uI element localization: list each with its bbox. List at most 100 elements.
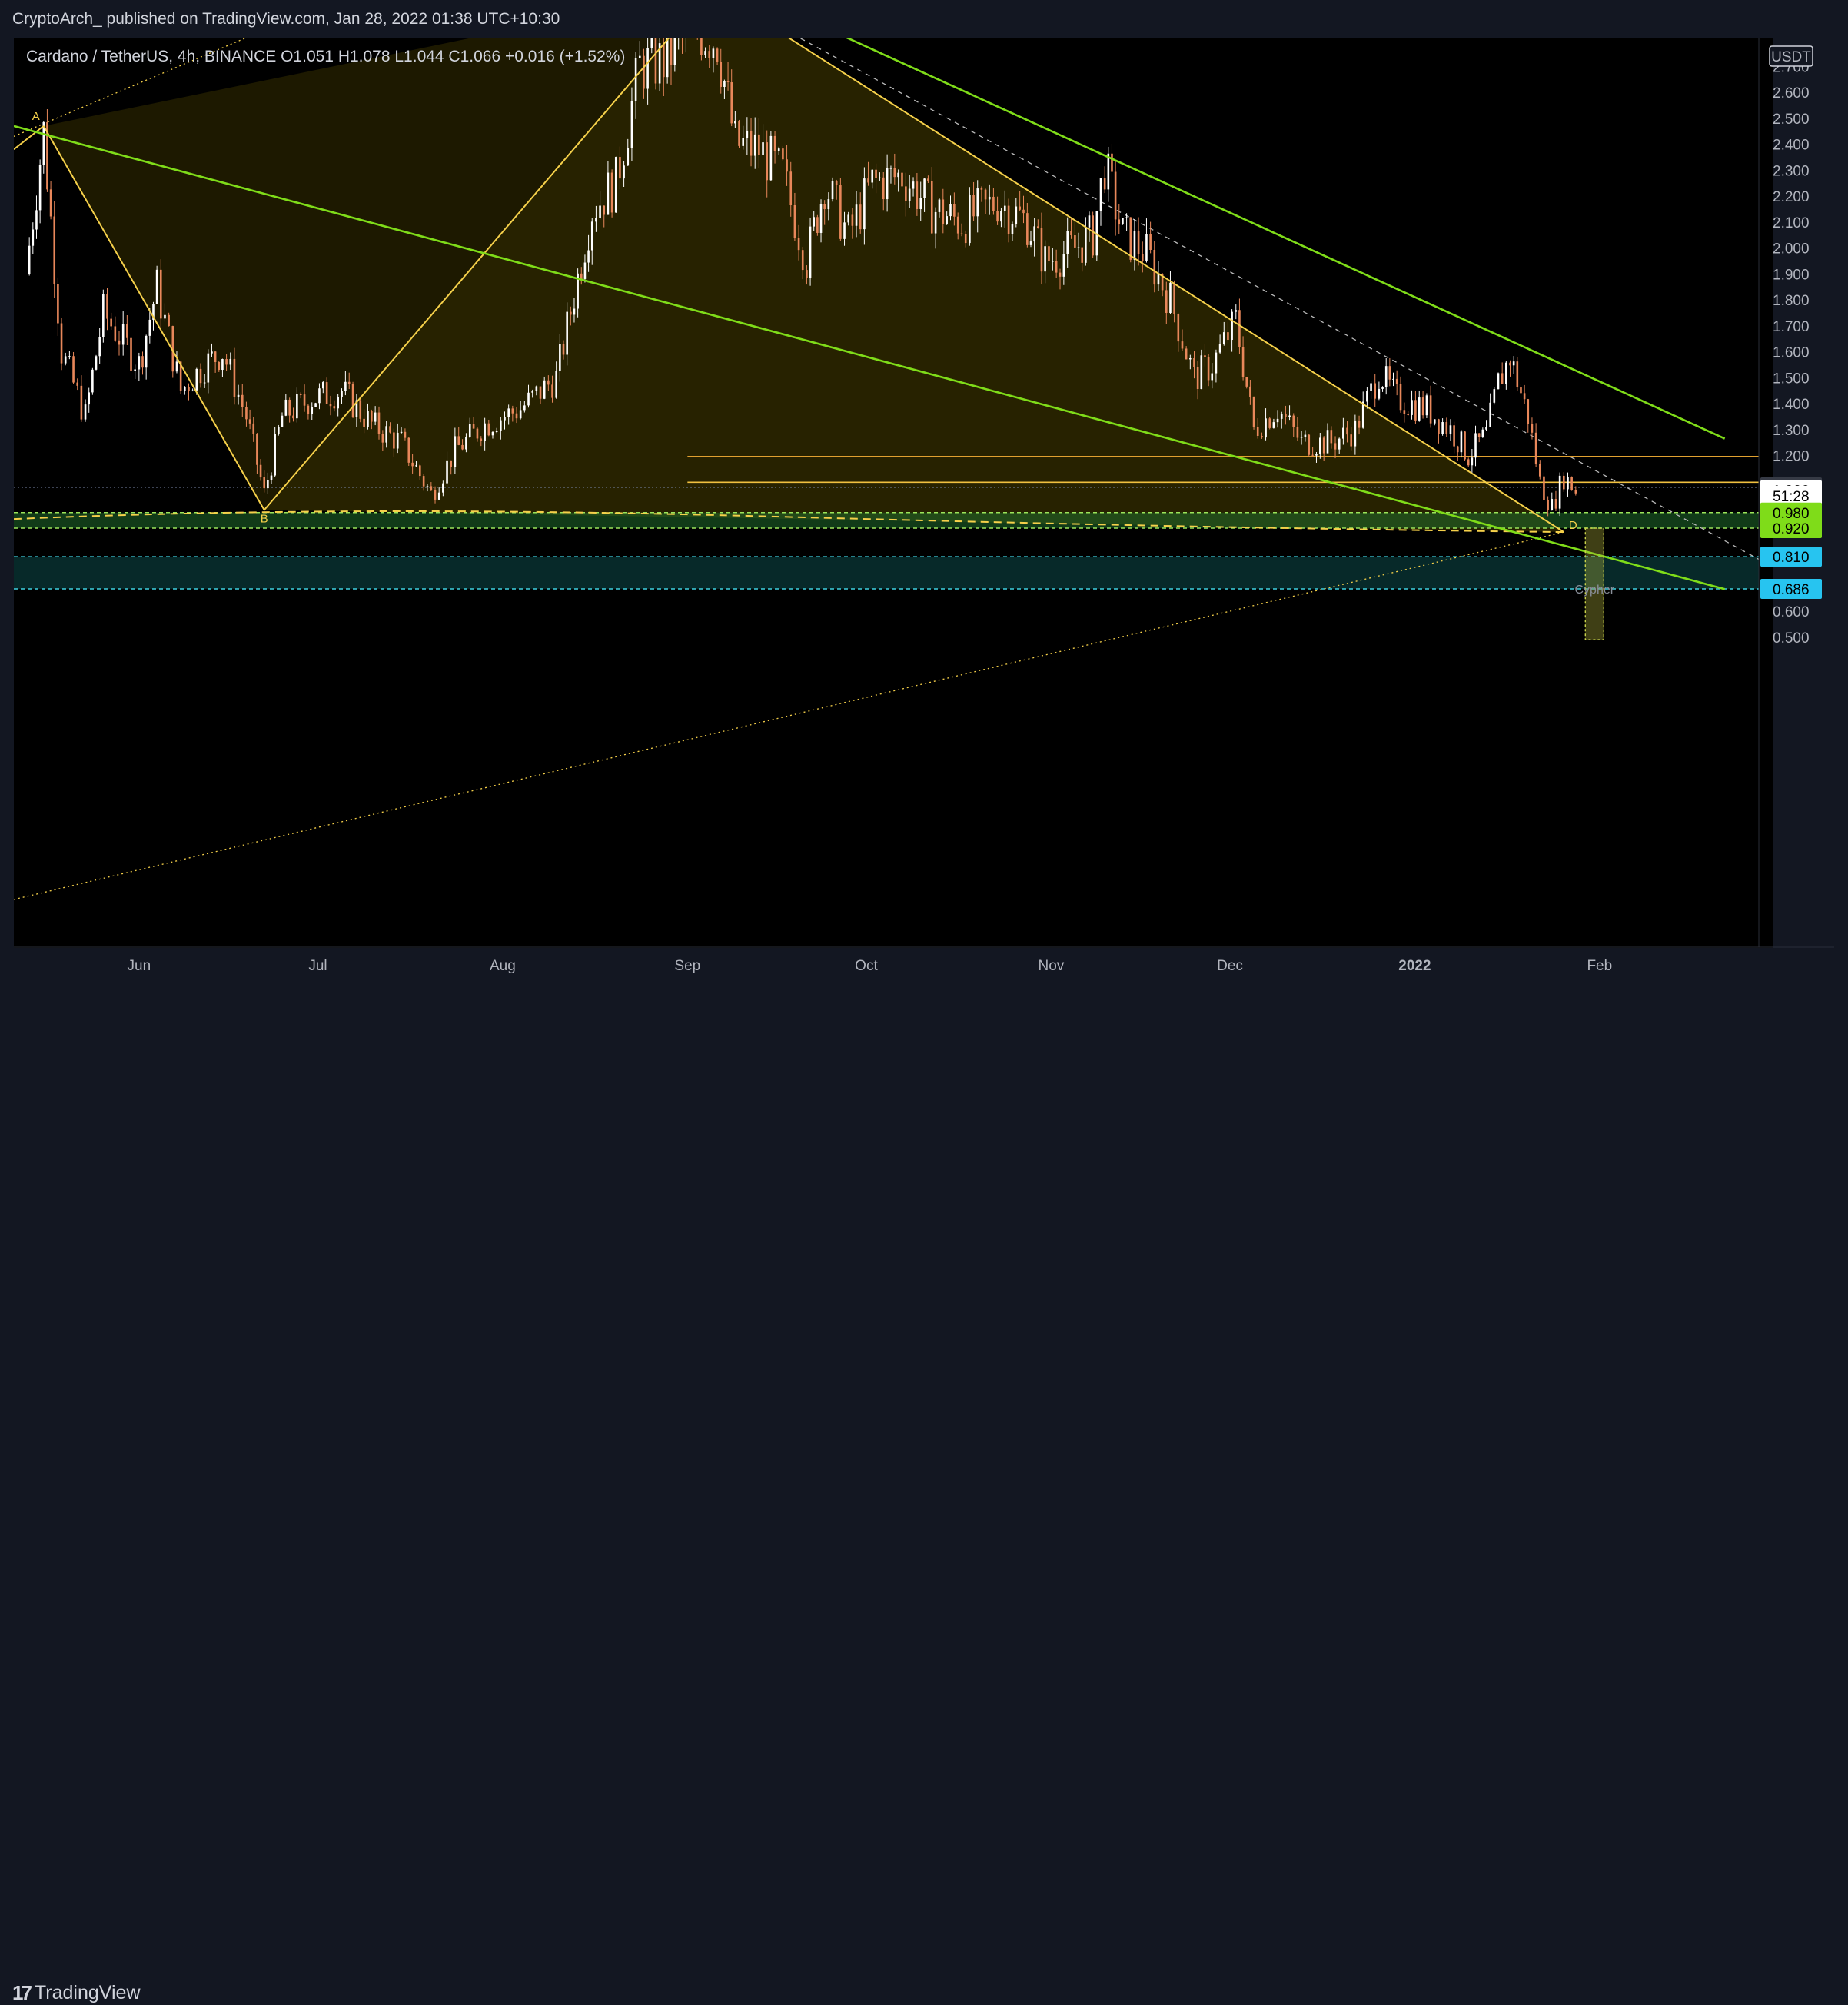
- candle-body: [207, 353, 210, 383]
- support-zone-0: [14, 512, 1759, 528]
- candle-body: [992, 196, 995, 211]
- price-tag-bg: [1760, 578, 1822, 599]
- candle-body: [404, 431, 407, 438]
- candle-body: [1516, 361, 1519, 388]
- candle-body: [487, 423, 490, 436]
- candle-body: [938, 199, 941, 212]
- candle-body: [539, 386, 542, 399]
- candle-body: [1092, 215, 1094, 256]
- candle-body: [610, 172, 613, 213]
- candle-body: [583, 262, 587, 279]
- candle-body: [515, 413, 518, 419]
- candle-body: [1322, 437, 1325, 454]
- candle-body: [555, 371, 558, 398]
- candle-body: [980, 188, 983, 190]
- candle-body: [855, 204, 858, 226]
- candle-body: [1433, 419, 1436, 424]
- candle-body: [1527, 399, 1530, 424]
- candle-body: [1547, 499, 1549, 510]
- candle-body: [786, 159, 788, 172]
- candle-body: [1449, 425, 1452, 434]
- candle-body: [1249, 386, 1251, 397]
- candle-body: [1438, 419, 1440, 434]
- candle-body: [1129, 217, 1132, 260]
- candle-body: [700, 38, 703, 55]
- tradingview-icon: 17: [12, 1981, 32, 2004]
- candle-body: [1227, 332, 1229, 341]
- candle-body: [1026, 213, 1029, 245]
- candle-body: [1095, 211, 1098, 256]
- candle-body: [627, 148, 630, 166]
- candle-body: [654, 38, 657, 84]
- trendline-0: [14, 125, 1726, 590]
- price-tick-label: 1.500: [1773, 371, 1810, 387]
- candle-body: [1509, 362, 1511, 366]
- candle-body: [225, 359, 228, 365]
- candle-body: [299, 394, 302, 395]
- candle-body: [371, 411, 373, 422]
- candle-body: [886, 168, 889, 200]
- candle-body: [38, 165, 42, 211]
- candle-body: [658, 43, 661, 84]
- candle-body: [1493, 389, 1496, 403]
- candle-body: [720, 61, 723, 87]
- candle-body: [476, 428, 479, 439]
- tradingview-logo[interactable]: 17 TradingView: [12, 1981, 141, 2005]
- candle-body: [859, 204, 862, 230]
- candle-body: [766, 142, 769, 181]
- candle-body: [1543, 476, 1545, 500]
- candle-body: [318, 388, 321, 404]
- candle-body: [619, 157, 621, 179]
- candle-body: [1022, 209, 1025, 214]
- candle-body: [164, 314, 166, 319]
- price-tick-label: 2.300: [1773, 163, 1810, 179]
- candle-body: [159, 269, 162, 319]
- candle-body: [1029, 241, 1032, 245]
- candle-body: [777, 148, 780, 151]
- price-tag-bg: [1760, 485, 1822, 506]
- candle-body: [1403, 410, 1406, 414]
- harmonic-pattern-lines: [42, 38, 1564, 533]
- candle-body: [762, 142, 764, 155]
- candle-body: [673, 38, 676, 65]
- candle-body: [750, 130, 753, 156]
- candle-body: [1133, 231, 1136, 260]
- candle-body: [1280, 414, 1283, 419]
- candle-body: [595, 218, 597, 222]
- candle-body: [359, 400, 362, 419]
- candle-body: [1388, 366, 1391, 380]
- candle-body: [95, 356, 98, 370]
- chart-area[interactable]: [14, 38, 1773, 948]
- candle-body: [1538, 464, 1541, 477]
- time-tick-label: Aug: [490, 958, 516, 974]
- candle-body: [923, 178, 926, 198]
- candle-body: [259, 464, 262, 478]
- support-zone-1: [14, 557, 1759, 589]
- candle-body: [908, 188, 911, 201]
- candle-body: [823, 204, 826, 210]
- candle-body: [988, 196, 991, 200]
- candle-body: [793, 205, 796, 238]
- candle-body: [1425, 395, 1428, 416]
- price-tag-label: 0.920: [1773, 521, 1810, 537]
- candle-body: [573, 308, 576, 315]
- harmonic-x-leg: [14, 125, 45, 151]
- candle-body: [543, 380, 546, 399]
- candle-body: [377, 412, 381, 434]
- price-tick-label: 1.300: [1773, 423, 1810, 439]
- candle-body: [1141, 254, 1144, 261]
- candle-body: [570, 311, 572, 315]
- candle-body: [1319, 437, 1321, 454]
- pattern-point-B: B: [261, 512, 268, 525]
- price-tag-bg: [1760, 502, 1822, 523]
- candle-body: [407, 437, 410, 463]
- candle-body: [437, 492, 440, 500]
- price-chart[interactable]: ABDCypher2.7002.6002.5002.4002.3002.2002…: [14, 38, 1834, 984]
- candle-body: [1512, 361, 1515, 366]
- candle-body: [1040, 227, 1043, 272]
- candle-body: [843, 222, 846, 239]
- candle-body: [1048, 246, 1050, 261]
- candle-body: [905, 186, 907, 201]
- candle-body: [28, 245, 31, 274]
- candle-body: [704, 51, 706, 55]
